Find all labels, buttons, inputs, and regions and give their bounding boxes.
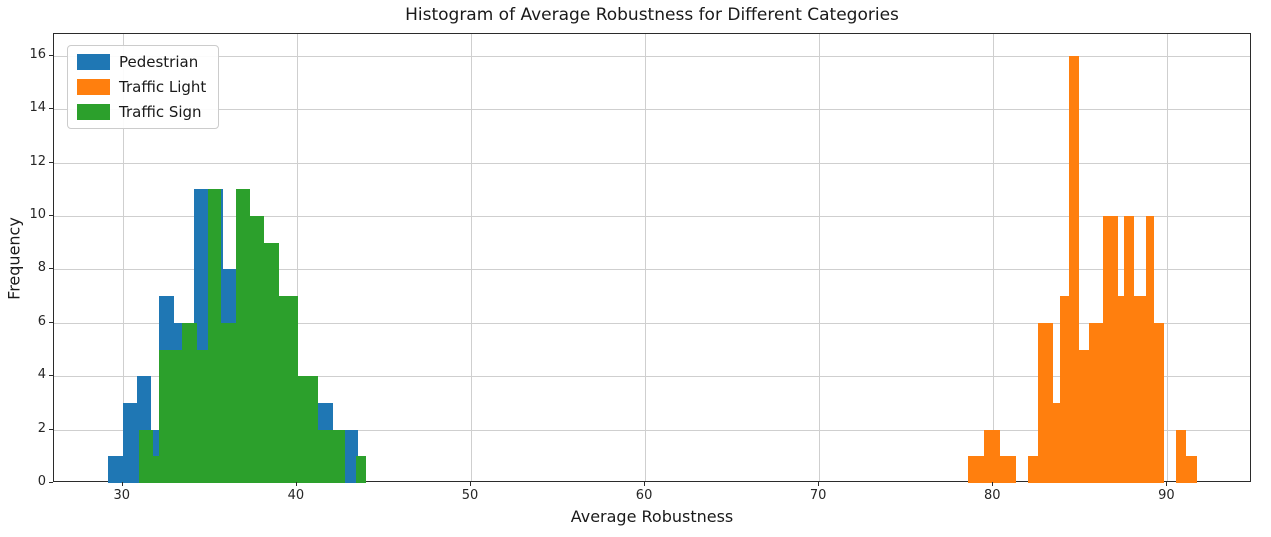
x-gridline-50 [470,34,472,481]
histogram-bar-traffic-sign [264,242,280,483]
x-tick-mark-60 [644,482,646,486]
histogram-bar-traffic-sign [173,349,183,483]
x-gridline-90 [1167,34,1169,481]
histogram-bar-traffic-sign [235,189,251,483]
histogram-bar-traffic-light [1103,216,1119,483]
legend: Pedestrian Traffic Light Traffic Sign [67,45,220,129]
histogram-bar-traffic-light [968,456,985,483]
x-gridline-40 [296,34,298,481]
histogram-bar-traffic-light [1079,349,1090,483]
x-tick-mark-70 [818,482,820,486]
y-tick-mark-6 [49,321,53,323]
y-tick-mark-14 [49,108,53,110]
x-tick-label-50: 50 [461,488,479,503]
pedestrian-color-swatch [77,54,110,70]
y-tick-mark-16 [49,54,53,56]
y-axis-label: Frequency [4,217,24,300]
y-gridline-14 [54,109,1250,111]
x-tick-mark-50 [469,482,471,486]
histogram-bar-traffic-light [1089,322,1104,483]
y-tick-mark-12 [49,161,53,163]
x-gridline-70 [819,34,821,481]
y-tick-mark-0 [49,482,53,483]
plot-area: Pedestrian Traffic Light Traffic Sign [53,33,1251,483]
x-gridline-80 [993,34,995,481]
y-tick-mark-10 [49,215,53,217]
y-tick-label-6: 6 [37,313,46,329]
histogram-bar-traffic-light [984,429,1001,483]
x-tick-label-90: 90 [1158,488,1175,503]
y-gridline-2 [54,429,1250,431]
histogram-bar-traffic-light [1069,55,1080,483]
histogram-bar-traffic-sign [356,456,367,483]
y-gridline-16 [54,55,1250,57]
histogram-bar-traffic-light [1124,216,1135,483]
histogram-bar-traffic-sign [152,456,160,483]
histogram-bar-traffic-light [1176,429,1186,483]
histogram-bar-traffic-light [1146,216,1155,483]
x-tick-label-40: 40 [287,488,305,503]
histogram-bar-traffic-sign [207,189,222,483]
histogram-bar-traffic-sign [197,349,208,483]
histogram-bar-traffic-light [1186,456,1197,483]
y-tick-label-8: 8 [37,260,46,276]
legend-item-pedestrian: Pedestrian [77,53,206,71]
histogram-bar-traffic-light [1060,296,1069,483]
y-tick-mark-2 [49,428,53,430]
y-tick-label-12: 12 [29,153,46,169]
legend-item-traffic-light: Traffic Light [77,78,206,96]
histogram-bar-pedestrian [122,402,138,483]
histogram-bar-traffic-sign [279,296,298,483]
legend-item-traffic-sign: Traffic Sign [77,103,206,121]
histogram-bar-traffic-sign [139,429,153,483]
x-tick-label-60: 60 [635,488,653,503]
y-gridline-8 [54,269,1250,271]
histogram-bar-traffic-sign [182,322,198,483]
legend-label: Traffic Light [119,78,207,96]
histogram-bar-traffic-sign [250,216,265,483]
traffic-sign-color-swatch [77,104,110,120]
x-tick-mark-90 [1166,482,1168,486]
figure-title: Histogram of Average Robustness for Diff… [405,5,899,25]
histogram-bar-pedestrian [347,429,358,483]
histogram-bar-traffic-light [1118,296,1125,483]
x-tick-mark-40 [295,482,297,486]
x-tick-mark-80 [992,482,994,486]
histogram-bar-traffic-sign [297,376,319,483]
histogram-bar-traffic-light [1053,402,1061,483]
y-tick-mark-8 [49,268,53,270]
histogram-bar-traffic-light [1154,322,1165,483]
y-tick-mark-4 [49,375,53,377]
y-gridline-12 [54,162,1250,164]
x-gridline-30 [122,34,124,481]
histogram-bar-traffic-sign [159,349,174,483]
traffic-light-color-swatch [77,79,110,95]
y-tick-label-4: 4 [37,367,46,383]
y-tick-label-14: 14 [29,100,46,116]
y-gridline-4 [54,376,1250,378]
histogram-bar-traffic-light [1038,322,1053,483]
x-tick-label-30: 30 [113,488,131,503]
x-axis-label: Average Robustness [570,507,734,526]
y-tick-label-0: 0 [37,474,46,489]
histogram-bar-traffic-light [1028,456,1039,483]
x-tick-label-70: 70 [809,488,827,503]
histogram-bar-traffic-light [1000,456,1017,483]
legend-label: Traffic Sign [119,103,202,121]
histogram-bar-traffic-sign [318,429,345,483]
y-gridline-6 [54,322,1250,324]
y-tick-label-10: 10 [29,207,46,223]
x-gridline-60 [645,34,647,481]
y-tick-label-16: 16 [29,46,46,62]
histogram-bar-traffic-sign [221,322,236,483]
histogram-bar-pedestrian [108,456,123,483]
x-tick-label-80: 80 [984,488,1001,503]
x-tick-mark-30 [121,482,123,486]
legend-label: Pedestrian [119,53,199,71]
y-tick-label-2: 2 [37,420,46,436]
histogram-bar-traffic-light [1134,296,1147,483]
y-gridline-10 [54,216,1250,218]
